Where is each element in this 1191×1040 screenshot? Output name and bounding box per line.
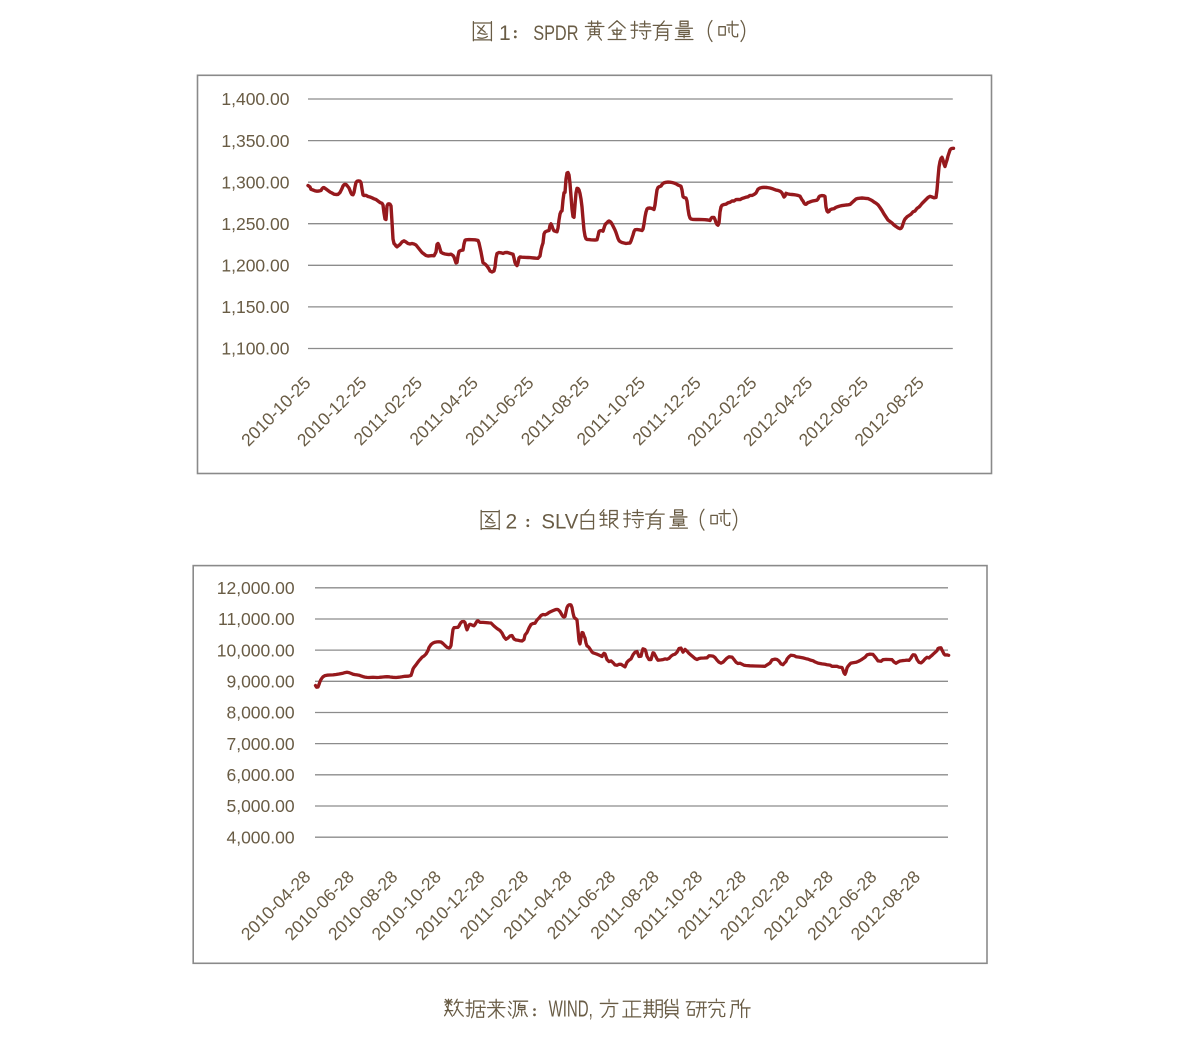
svg-text:1,350.00: 1,350.00 [221,131,289,151]
svg-text:1,200.00: 1,200.00 [221,256,289,276]
svg-text:1: 1 [499,22,511,45]
svg-text:2: 2 [506,511,518,534]
svg-text:8,000.00: 8,000.00 [226,703,294,723]
svg-text:SPDR: SPDR [533,22,578,45]
svg-text:1,250.00: 1,250.00 [221,214,289,234]
svg-text:1,400.00: 1,400.00 [221,89,289,109]
svg-text:5,000.00: 5,000.00 [226,796,294,816]
svg-text:1,150.00: 1,150.00 [221,297,289,317]
svg-text:6,000.00: 6,000.00 [226,765,294,785]
svg-text:12,000.00: 12,000.00 [217,578,295,598]
svg-text:10,000.00: 10,000.00 [217,640,295,660]
svg-text:7,000.00: 7,000.00 [226,734,294,754]
svg-text:11,000.00: 11,000.00 [218,609,295,629]
svg-text:WIND,: WIND, [549,996,593,1022]
svg-text:1,100.00: 1,100.00 [221,339,289,359]
svg-text:SLV: SLV [541,511,578,534]
svg-text:4,000.00: 4,000.00 [226,827,294,847]
svg-text:9,000.00: 9,000.00 [226,672,294,692]
svg-text:1,300.00: 1,300.00 [221,172,289,192]
